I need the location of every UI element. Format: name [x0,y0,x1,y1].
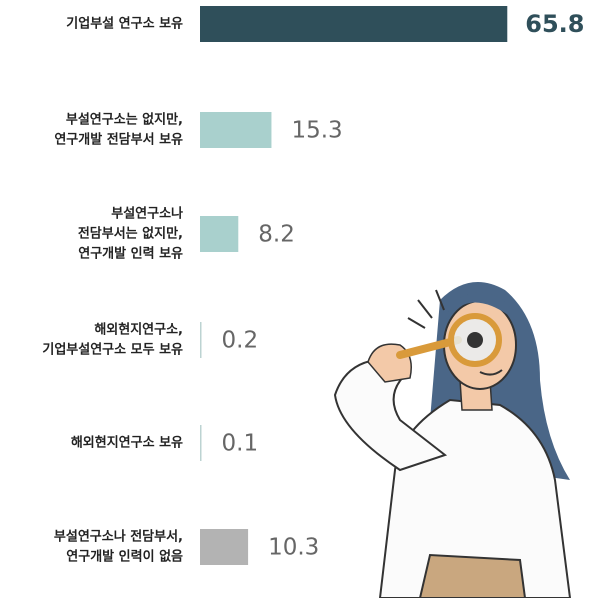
bar [200,529,249,565]
category-label: 연구개발 전담부서 보유 [54,132,183,148]
bar [200,322,202,358]
bar [200,6,508,42]
illustration [333,282,572,598]
category-label: 부설연구소나 전담부서, [54,529,183,545]
category-label: 해외현지연구소, [94,322,183,338]
category-label: 부설연구소나 [111,206,183,222]
bar [200,425,202,461]
category-label: 기업부설연구소 모두 보유 [42,343,183,358]
bar [200,112,272,148]
category-label: 전담부서는 없지만, [78,226,183,242]
value-label: 0.2 [222,328,259,354]
category-label: 해외현지연구소 보유 [71,435,183,451]
bar [200,216,239,252]
category-label: 연구개발 인력 보유 [78,246,183,262]
value-label: 65.8 [525,10,584,38]
value-label: 10.3 [268,535,319,561]
value-label: 15.3 [291,118,342,144]
category-label: 부설연구소는 없지만, [66,112,183,128]
category-label: 연구개발 인력이 없음 [66,549,183,565]
category-label: 기업부설 연구소 보유 [66,17,183,32]
value-label: 8.2 [258,222,295,248]
value-label: 0.1 [222,431,259,457]
